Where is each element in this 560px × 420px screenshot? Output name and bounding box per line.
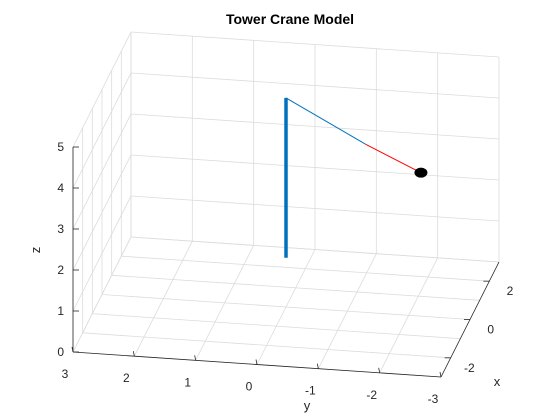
back-wall-grid-line xyxy=(130,154,500,181)
grid-layer xyxy=(72,31,500,378)
y-tick-mark xyxy=(255,359,258,365)
y-tick-mark xyxy=(316,363,319,369)
side-wall-grid-line xyxy=(72,72,132,189)
z-tick-label: 4 xyxy=(57,181,64,195)
x-tick-label: -2 xyxy=(464,361,475,375)
back-wall-grid-line xyxy=(130,113,500,140)
y-axis-label: y xyxy=(304,398,311,413)
y-tick-label: 1 xyxy=(184,375,191,389)
back-wall-grid-line xyxy=(130,195,500,222)
x-axis-label: x xyxy=(494,374,501,389)
z-tick-label: 3 xyxy=(57,222,64,236)
floor-grid-line xyxy=(317,253,377,369)
y-tick-mark xyxy=(194,355,197,361)
z-tick-label: 1 xyxy=(57,304,64,318)
side-wall-grid-line xyxy=(72,195,132,312)
load-marker xyxy=(414,167,428,178)
y-tick-label: -2 xyxy=(366,388,377,402)
z-tick-label: 2 xyxy=(57,263,64,277)
tick-layer: 3 2 1 0 -1 -2 -3 -2 0 2 0 1 2 3 4 5 xyxy=(57,140,513,406)
y-tick-label: 0 xyxy=(246,380,253,394)
y-tick-mark xyxy=(132,351,135,357)
side-wall-grid-line xyxy=(72,31,132,148)
y-tick-mark xyxy=(71,346,74,353)
x-tick-label: 2 xyxy=(507,284,514,298)
side-wall-grid-line xyxy=(72,236,132,353)
floor-grid-line xyxy=(195,245,255,361)
side-wall-grid-line xyxy=(72,113,132,230)
side-wall-grid-line xyxy=(72,154,132,271)
floor-grid-line xyxy=(256,249,316,365)
y-tick-label: 2 xyxy=(123,371,130,385)
data-layer xyxy=(284,97,428,258)
back-wall-grid-line xyxy=(130,236,500,263)
floor-grid-line xyxy=(379,257,439,374)
y-tick-mark xyxy=(439,371,442,378)
z-tick-label: 0 xyxy=(57,345,64,359)
cable-line xyxy=(365,143,422,174)
x-tick-label: 0 xyxy=(487,323,494,337)
y-tick-mark xyxy=(378,367,381,373)
z-tick-label: 5 xyxy=(57,140,64,154)
z-axis-label: z xyxy=(28,247,43,254)
back-wall-grid-line xyxy=(130,72,500,99)
jib-line xyxy=(285,97,366,145)
y-tick-label: -1 xyxy=(305,384,316,398)
floor-grid-line xyxy=(133,240,193,357)
back-wall-grid-line xyxy=(130,31,500,58)
y-tick-label: -3 xyxy=(428,392,439,406)
y-tick-label: 3 xyxy=(62,367,69,381)
chart-title: Tower Crane Model xyxy=(226,11,354,27)
